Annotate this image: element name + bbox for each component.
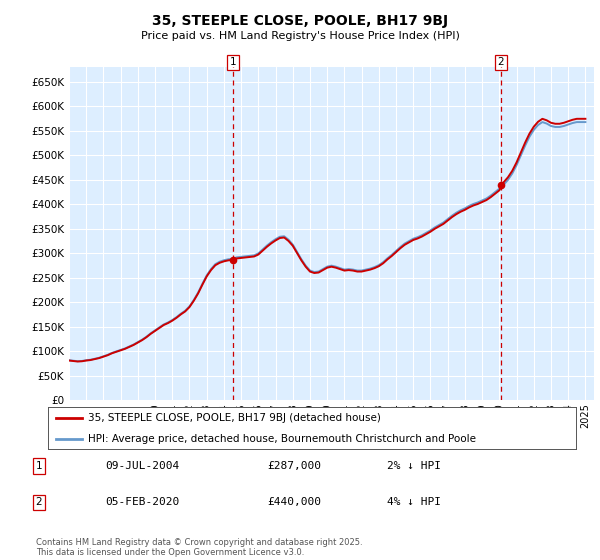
Text: Price paid vs. HM Land Registry's House Price Index (HPI): Price paid vs. HM Land Registry's House …: [140, 31, 460, 41]
Text: 2% ↓ HPI: 2% ↓ HPI: [387, 461, 441, 471]
Text: HPI: Average price, detached house, Bournemouth Christchurch and Poole: HPI: Average price, detached house, Bour…: [88, 433, 476, 444]
Text: £440,000: £440,000: [267, 497, 321, 507]
Text: Contains HM Land Registry data © Crown copyright and database right 2025.
This d: Contains HM Land Registry data © Crown c…: [36, 538, 362, 557]
Text: 2: 2: [35, 497, 43, 507]
Text: £287,000: £287,000: [267, 461, 321, 471]
Text: 1: 1: [230, 57, 236, 67]
Text: 35, STEEPLE CLOSE, POOLE, BH17 9BJ (detached house): 35, STEEPLE CLOSE, POOLE, BH17 9BJ (deta…: [88, 413, 380, 423]
Text: 4% ↓ HPI: 4% ↓ HPI: [387, 497, 441, 507]
Text: 35, STEEPLE CLOSE, POOLE, BH17 9BJ: 35, STEEPLE CLOSE, POOLE, BH17 9BJ: [152, 14, 448, 28]
Text: 05-FEB-2020: 05-FEB-2020: [105, 497, 179, 507]
Text: 2: 2: [497, 57, 504, 67]
Text: 09-JUL-2004: 09-JUL-2004: [105, 461, 179, 471]
Text: 1: 1: [35, 461, 43, 471]
